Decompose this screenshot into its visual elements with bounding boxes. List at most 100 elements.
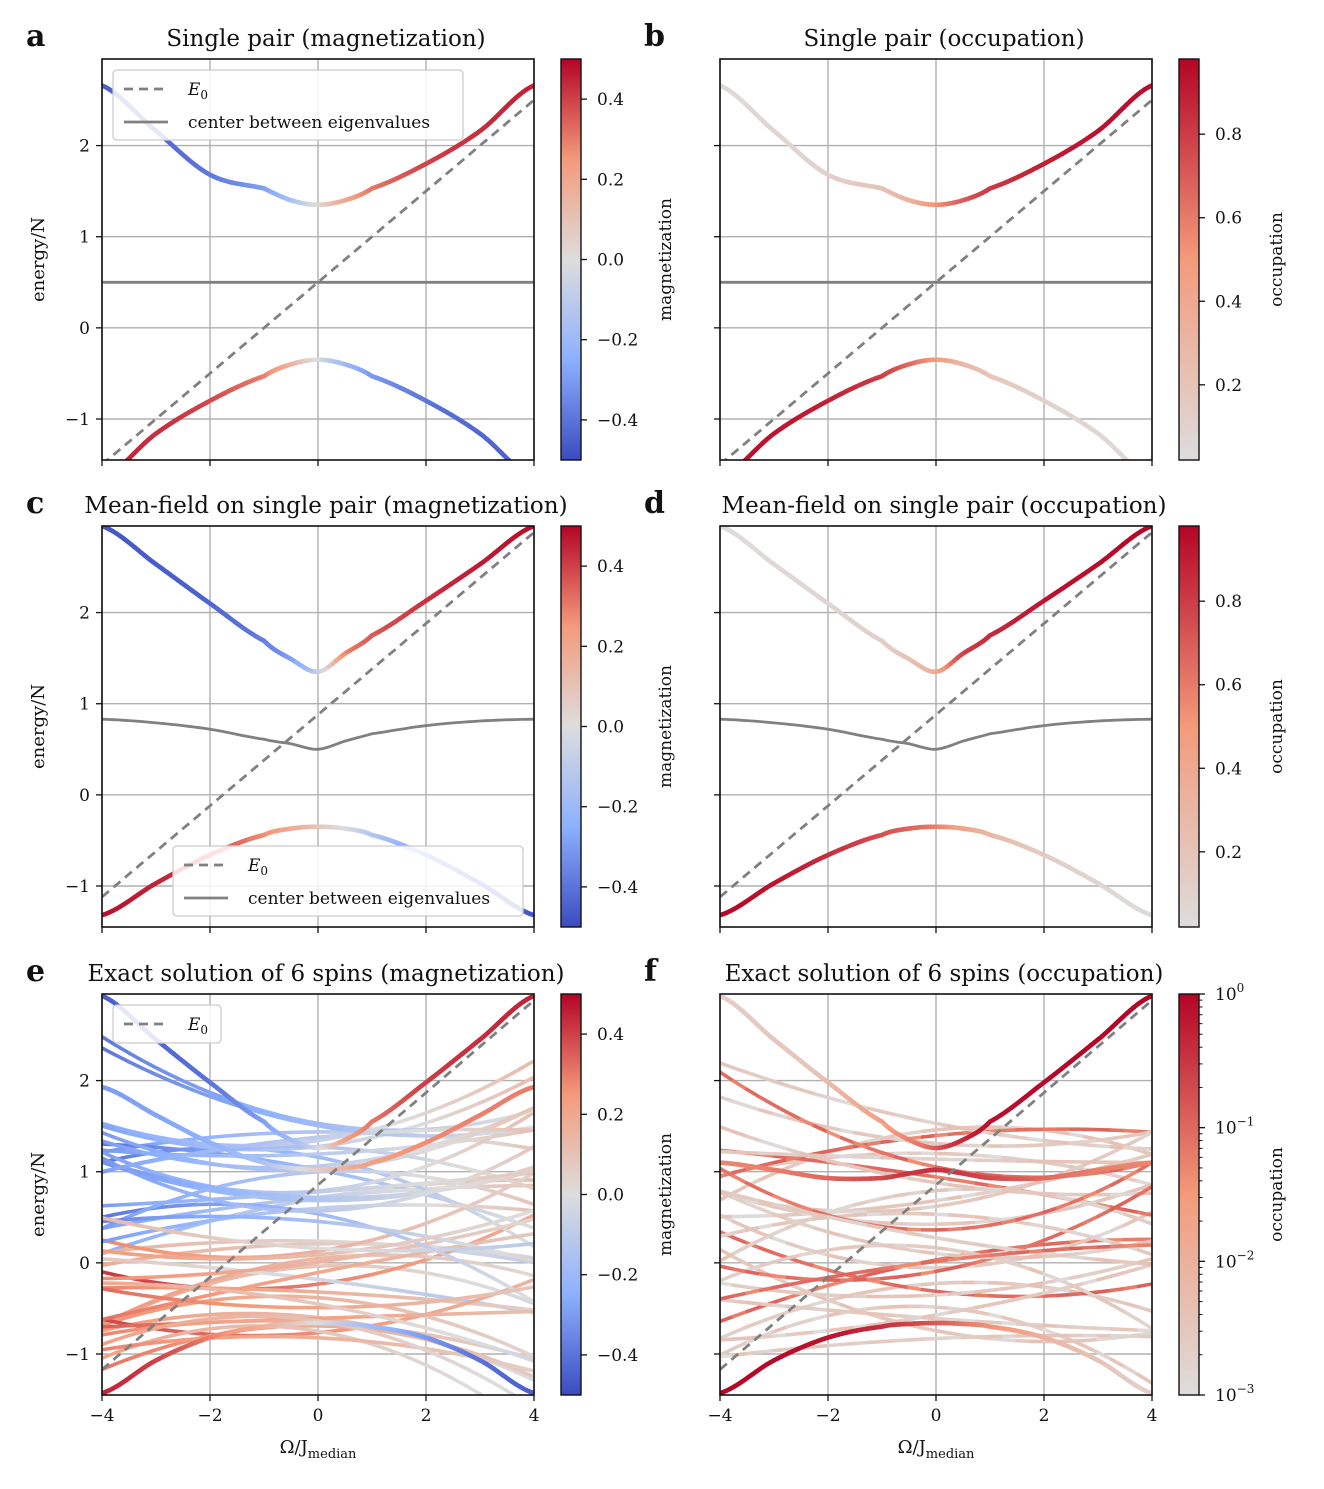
band-curve-segment xyxy=(518,1365,534,1373)
band-curve-segment xyxy=(275,1115,293,1123)
colorbar-tick-label: 0.2 xyxy=(1215,843,1242,863)
band-curve-segment xyxy=(262,1192,280,1198)
band-curve-segment xyxy=(102,1325,118,1333)
band-curve-segment xyxy=(329,1133,347,1138)
band-curve-segment xyxy=(1123,1192,1141,1205)
band-curve-segment xyxy=(181,1241,199,1247)
band-curve-segment xyxy=(1028,1143,1046,1148)
band-curve-segment xyxy=(113,1135,131,1145)
band-curve-segment xyxy=(221,1237,239,1243)
band-curve-segment xyxy=(1109,1357,1127,1369)
band-curve-segment xyxy=(208,1235,226,1242)
band-curve-segment xyxy=(451,1333,469,1342)
band-curve-segment xyxy=(731,1192,749,1200)
band-curve-segment xyxy=(1042,1253,1060,1259)
band-curve-segment xyxy=(785,1205,803,1213)
band-curve-segment xyxy=(248,1141,266,1147)
band-curve-segment xyxy=(1096,1244,1114,1249)
band-curve-segment xyxy=(113,1333,131,1342)
band-curve-segment xyxy=(140,1134,158,1142)
panel-title: Exact solution of 6 spins (occupation) xyxy=(725,961,1164,987)
band-curve-segment xyxy=(437,1349,455,1356)
band-curve-segment xyxy=(248,1211,266,1217)
band-curve-segment xyxy=(758,1199,776,1207)
band-curve-segment xyxy=(907,1282,925,1288)
band-curve-segment xyxy=(102,1203,118,1208)
band-curve-segment xyxy=(491,1244,509,1249)
band-curve-segment xyxy=(102,1257,118,1262)
band-curve-segment xyxy=(974,1153,992,1159)
band-curve-segment xyxy=(866,1321,884,1328)
band-curve-segment xyxy=(505,1111,523,1122)
band-curve-segment xyxy=(275,1272,293,1278)
band-curve-segment xyxy=(410,1236,428,1244)
series-lower-eigenvalue-segment xyxy=(512,464,516,467)
band-curve-segment xyxy=(140,1259,158,1265)
band-curve-segment xyxy=(1042,1138,1060,1144)
band-curve-segment xyxy=(934,1257,952,1264)
band-curve-segment xyxy=(194,1149,212,1155)
band-curve-segment xyxy=(356,1157,374,1164)
band-curve-segment xyxy=(1015,1249,1033,1255)
band-curve-segment xyxy=(920,1281,938,1287)
band-curve-segment xyxy=(812,1283,830,1292)
band-curve-segment xyxy=(866,1165,884,1172)
band-curve-segment xyxy=(1001,1133,1019,1139)
band-curve-segment xyxy=(102,1345,118,1352)
band-curve-segment xyxy=(181,1272,199,1278)
band-curve-segment xyxy=(343,1307,361,1314)
band-curve-segment xyxy=(275,1201,293,1208)
band-curve-segment xyxy=(383,1193,401,1198)
colorbar-tick-label: −0.2 xyxy=(597,798,638,818)
band-curve-segment xyxy=(356,1197,374,1202)
band-curve-segment xyxy=(289,1313,307,1318)
band-curve-segment xyxy=(772,1079,790,1088)
band-curve-segment xyxy=(505,1243,523,1248)
colorbar-tick-label: 0.4 xyxy=(1215,292,1242,312)
colorbar-tick-label: 0.2 xyxy=(1215,376,1242,396)
y-tick-label: −1 xyxy=(65,410,90,430)
colorbar-tick-label: 0.4 xyxy=(597,1025,624,1045)
band-curve-segment xyxy=(208,1278,226,1286)
band-curve-segment xyxy=(947,1221,965,1226)
series-E0-line xyxy=(720,999,1152,1371)
band-curve-segment xyxy=(194,1160,212,1166)
band-curve-segment xyxy=(839,1162,857,1169)
band-curve-segment xyxy=(1082,1142,1100,1148)
band-curve-segment xyxy=(437,1318,455,1327)
band-curve-segment xyxy=(181,1221,199,1227)
band-curve-segment xyxy=(113,1128,131,1136)
band-curve-segment xyxy=(289,1265,307,1271)
band-curve-segment xyxy=(491,1088,509,1099)
band-curve-segment xyxy=(1096,1207,1114,1219)
band-curve-segment xyxy=(167,1140,185,1147)
band-curve-segment xyxy=(826,1342,844,1348)
band-curve-segment xyxy=(961,1249,979,1257)
band-curve-segment xyxy=(289,1325,307,1331)
colorbar xyxy=(560,993,582,1396)
band-curve-segment xyxy=(880,1150,898,1159)
band-curve-segment xyxy=(731,1291,749,1298)
band-curve-segment xyxy=(370,1340,388,1346)
band-curve-segment xyxy=(1096,1295,1114,1307)
band-curve-segment xyxy=(370,1257,388,1264)
band-curve-segment xyxy=(235,1284,253,1292)
y-axis-label: energy/N xyxy=(28,217,49,302)
band-curve-segment xyxy=(221,1296,239,1301)
band-curve-segment xyxy=(758,1171,776,1182)
band-curve-segment xyxy=(1123,1137,1141,1149)
band-curve-segment xyxy=(451,1205,469,1215)
band-curve-segment xyxy=(1015,1214,1033,1222)
band-curve-segment xyxy=(383,1302,401,1308)
band-curve-segment xyxy=(720,1095,736,1104)
band-curve-segment xyxy=(505,1193,523,1202)
band-curve-segment xyxy=(478,1331,496,1341)
band-curve-segment xyxy=(947,1331,965,1338)
band-curve-segment xyxy=(772,1103,790,1115)
band-curve-segment xyxy=(866,1305,884,1311)
panel-label: f xyxy=(644,954,659,989)
band-curve-segment xyxy=(758,1151,776,1156)
band-curve-segment xyxy=(302,1295,320,1300)
band-curve-segment xyxy=(1123,1327,1141,1332)
band-curve-segment xyxy=(1136,1217,1152,1226)
